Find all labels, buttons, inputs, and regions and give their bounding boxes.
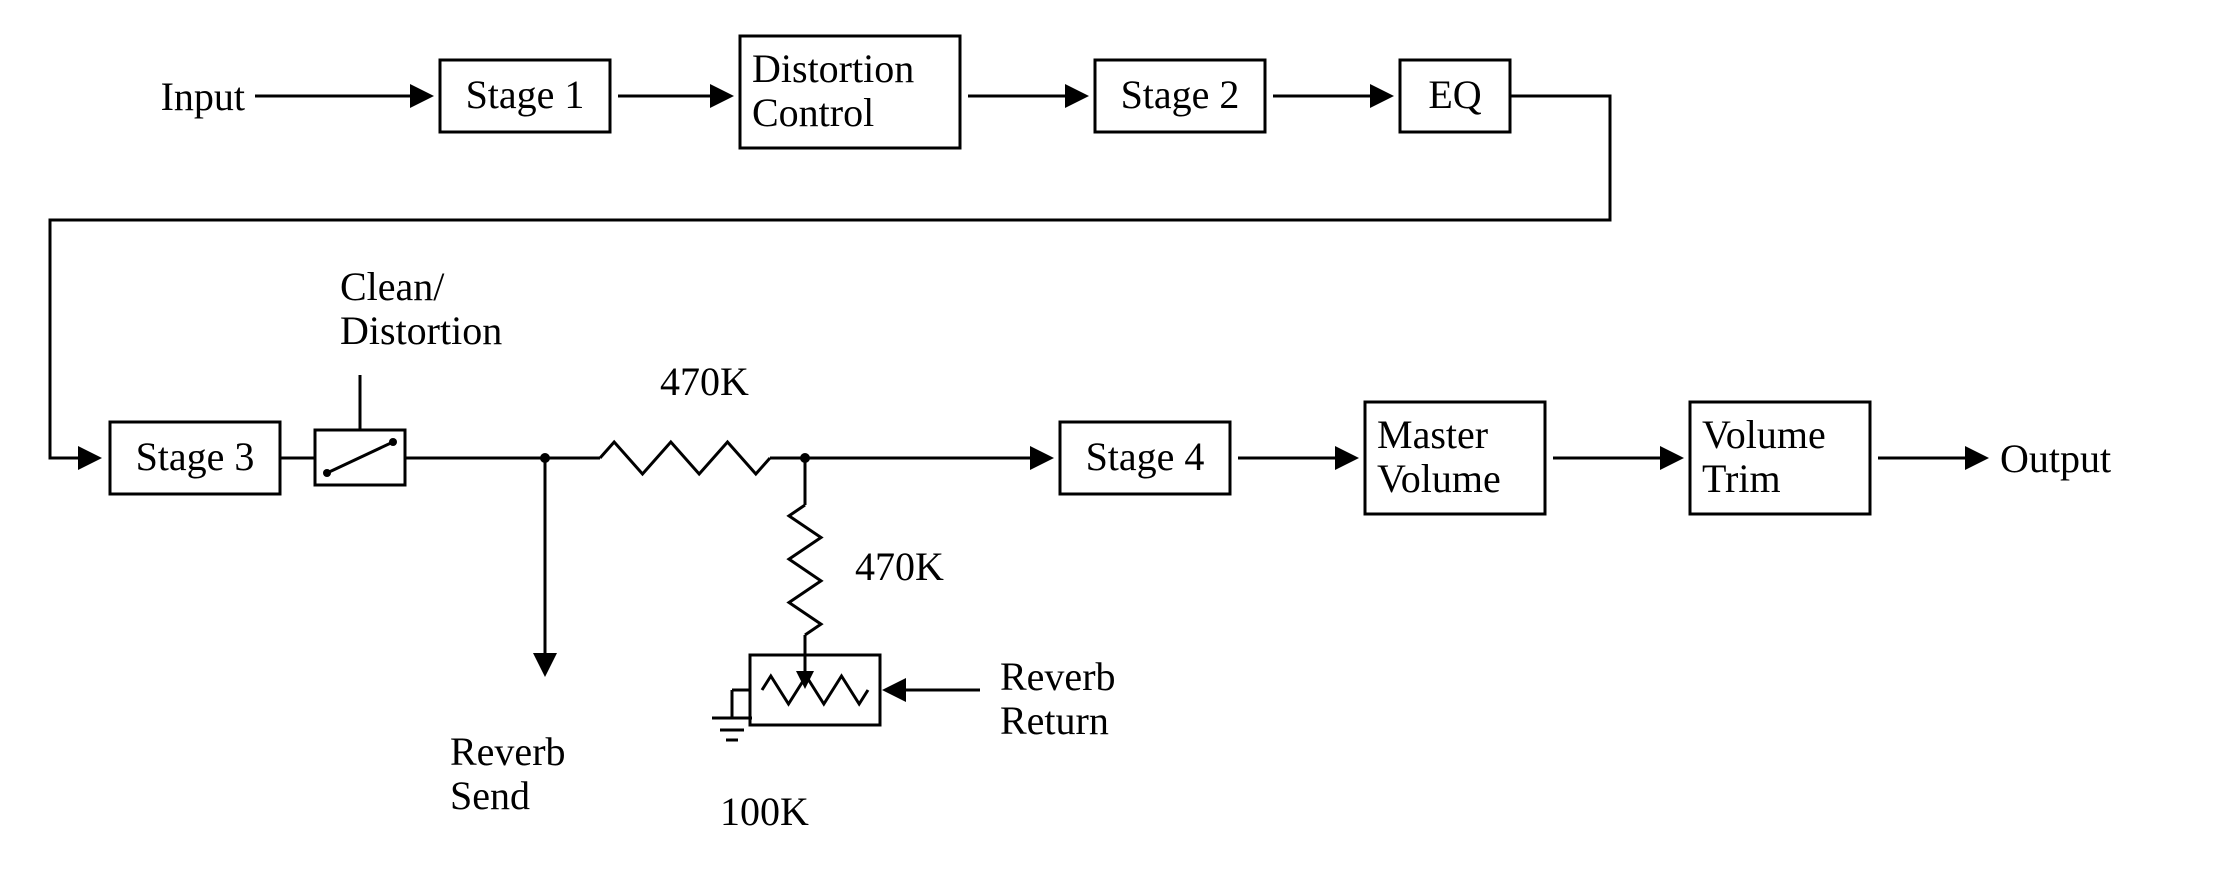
signal-flow-diagram: Input Stage 1 DistortionControl Stage 2 EQ St… — [0, 0, 2239, 870]
master-volume-label: MasterVolume — [1377, 412, 1501, 501]
stage1-label: Stage 1 — [466, 72, 585, 117]
resistor-470k-h-label: 470K — [660, 359, 749, 404]
clean-distortion-label: Clean/Distortion — [340, 264, 502, 353]
stage3-label: Stage 3 — [136, 434, 255, 479]
potentiometer-100k-label: 100K — [720, 789, 809, 834]
input-label: Input — [161, 74, 245, 119]
resistor-470k-vertical — [789, 505, 821, 635]
reverb-return-label: ReverbReturn — [1000, 654, 1116, 743]
resistor-470k-horizontal — [600, 442, 770, 474]
resistor-470k-v-label: 470K — [855, 544, 944, 589]
output-label: Output — [2000, 436, 2111, 481]
eq-label: EQ — [1428, 72, 1481, 117]
eq-to-stage3-route — [50, 96, 1610, 458]
stage4-label: Stage 4 — [1086, 434, 1205, 479]
stage2-label: Stage 2 — [1121, 72, 1240, 117]
distortion-control-label: DistortionControl — [752, 46, 914, 135]
volume-trim-label: VolumeTrim — [1702, 412, 1826, 501]
reverb-send-label: ReverbSend — [450, 729, 566, 818]
